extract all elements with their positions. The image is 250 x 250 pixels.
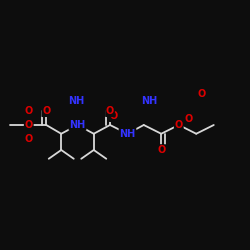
Text: NH: NH	[70, 120, 86, 130]
Text: O: O	[110, 111, 118, 121]
Text: NH: NH	[140, 96, 157, 106]
Text: NH: NH	[120, 129, 136, 139]
Text: O: O	[106, 106, 114, 116]
Text: O: O	[197, 89, 205, 99]
Text: NH: NH	[68, 96, 84, 106]
Text: O: O	[174, 120, 183, 130]
Text: O: O	[184, 114, 193, 124]
Text: O: O	[24, 134, 33, 144]
Text: O: O	[42, 106, 50, 116]
Text: O: O	[24, 120, 33, 130]
Text: O: O	[24, 106, 33, 116]
Text: O: O	[157, 145, 166, 155]
